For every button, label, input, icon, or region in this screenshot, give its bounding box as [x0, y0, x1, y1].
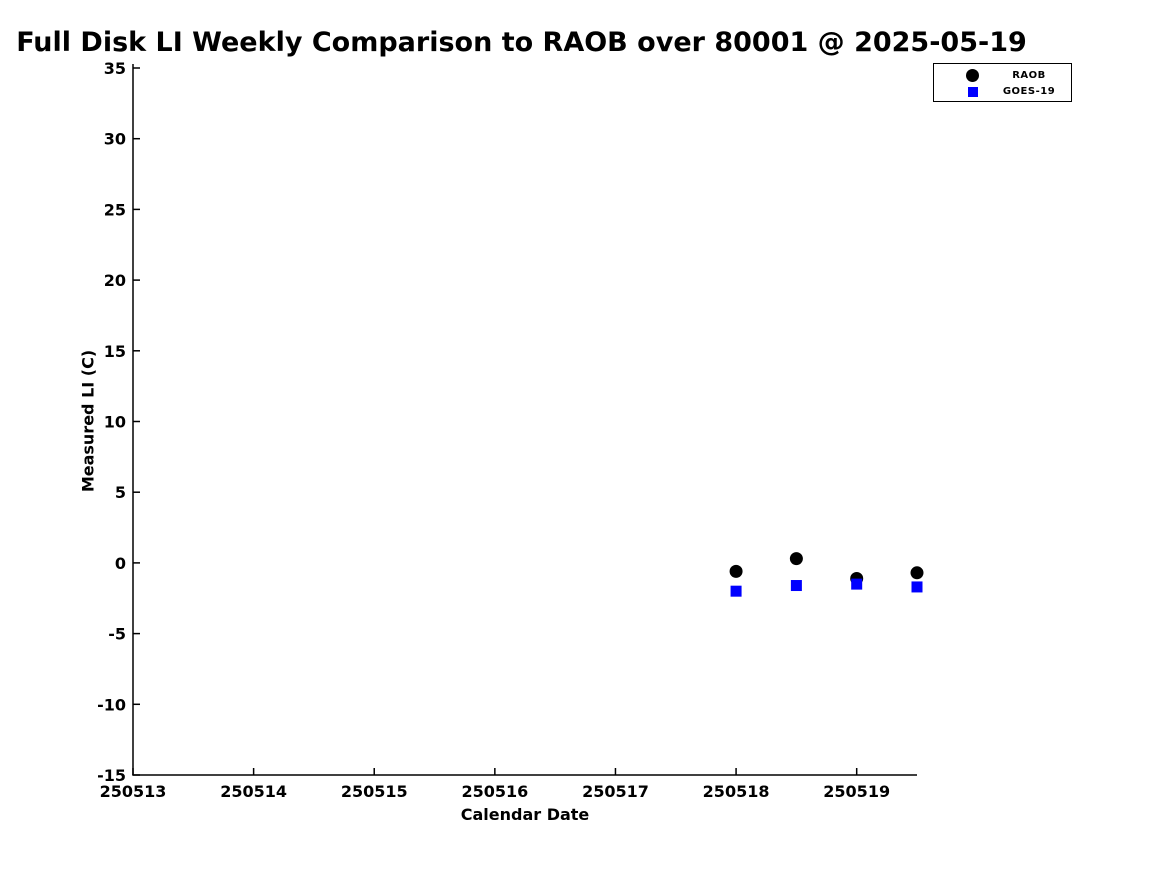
goes-19-data-point	[851, 578, 863, 590]
raob-data-point	[789, 552, 803, 566]
x-tick-label: 250513	[100, 782, 167, 801]
raob-data-point	[729, 564, 743, 578]
y-tick-label: 25	[104, 200, 126, 219]
y-tick-label: 0	[115, 554, 126, 573]
x-tick-label: 250516	[461, 782, 528, 801]
legend-item-goes-19: GOES-19	[934, 85, 1071, 98]
x-tick-label: 250514	[220, 782, 287, 801]
y-tick-label: 5	[115, 483, 126, 502]
y-tick-label: 10	[104, 413, 126, 432]
raob-data-point	[910, 566, 924, 580]
x-axis-label: Calendar Date	[460, 805, 590, 824]
x-tick-label: 250517	[582, 782, 649, 801]
raob-circle-marker-icon	[966, 69, 979, 82]
goes-19-data-point	[730, 585, 742, 597]
legend-item-raob: RAOB	[934, 69, 1071, 82]
y-tick-label: 20	[104, 271, 126, 290]
legend-label-goes-19: GOES-19	[1002, 86, 1056, 97]
goes-19-data-point	[911, 581, 923, 593]
chart-title: Full Disk LI Weekly Comparison to RAOB o…	[16, 27, 1027, 58]
y-tick-label: 15	[104, 342, 126, 361]
x-tick-label: 250519	[823, 782, 890, 801]
goes-19-square-marker-icon	[968, 87, 978, 97]
x-tick-label: 250515	[341, 782, 408, 801]
y-tick-label: 35	[104, 59, 126, 78]
y-tick-label: -15	[97, 766, 126, 785]
legend: RAOB GOES-19	[933, 63, 1072, 102]
y-tick-label: -5	[108, 625, 126, 644]
goes-19-data-point	[790, 580, 802, 592]
y-tick-label: -10	[97, 695, 126, 714]
legend-label-raob: RAOB	[1012, 70, 1046, 81]
y-tick-label: 30	[104, 130, 126, 149]
x-tick-label: 250518	[703, 782, 770, 801]
